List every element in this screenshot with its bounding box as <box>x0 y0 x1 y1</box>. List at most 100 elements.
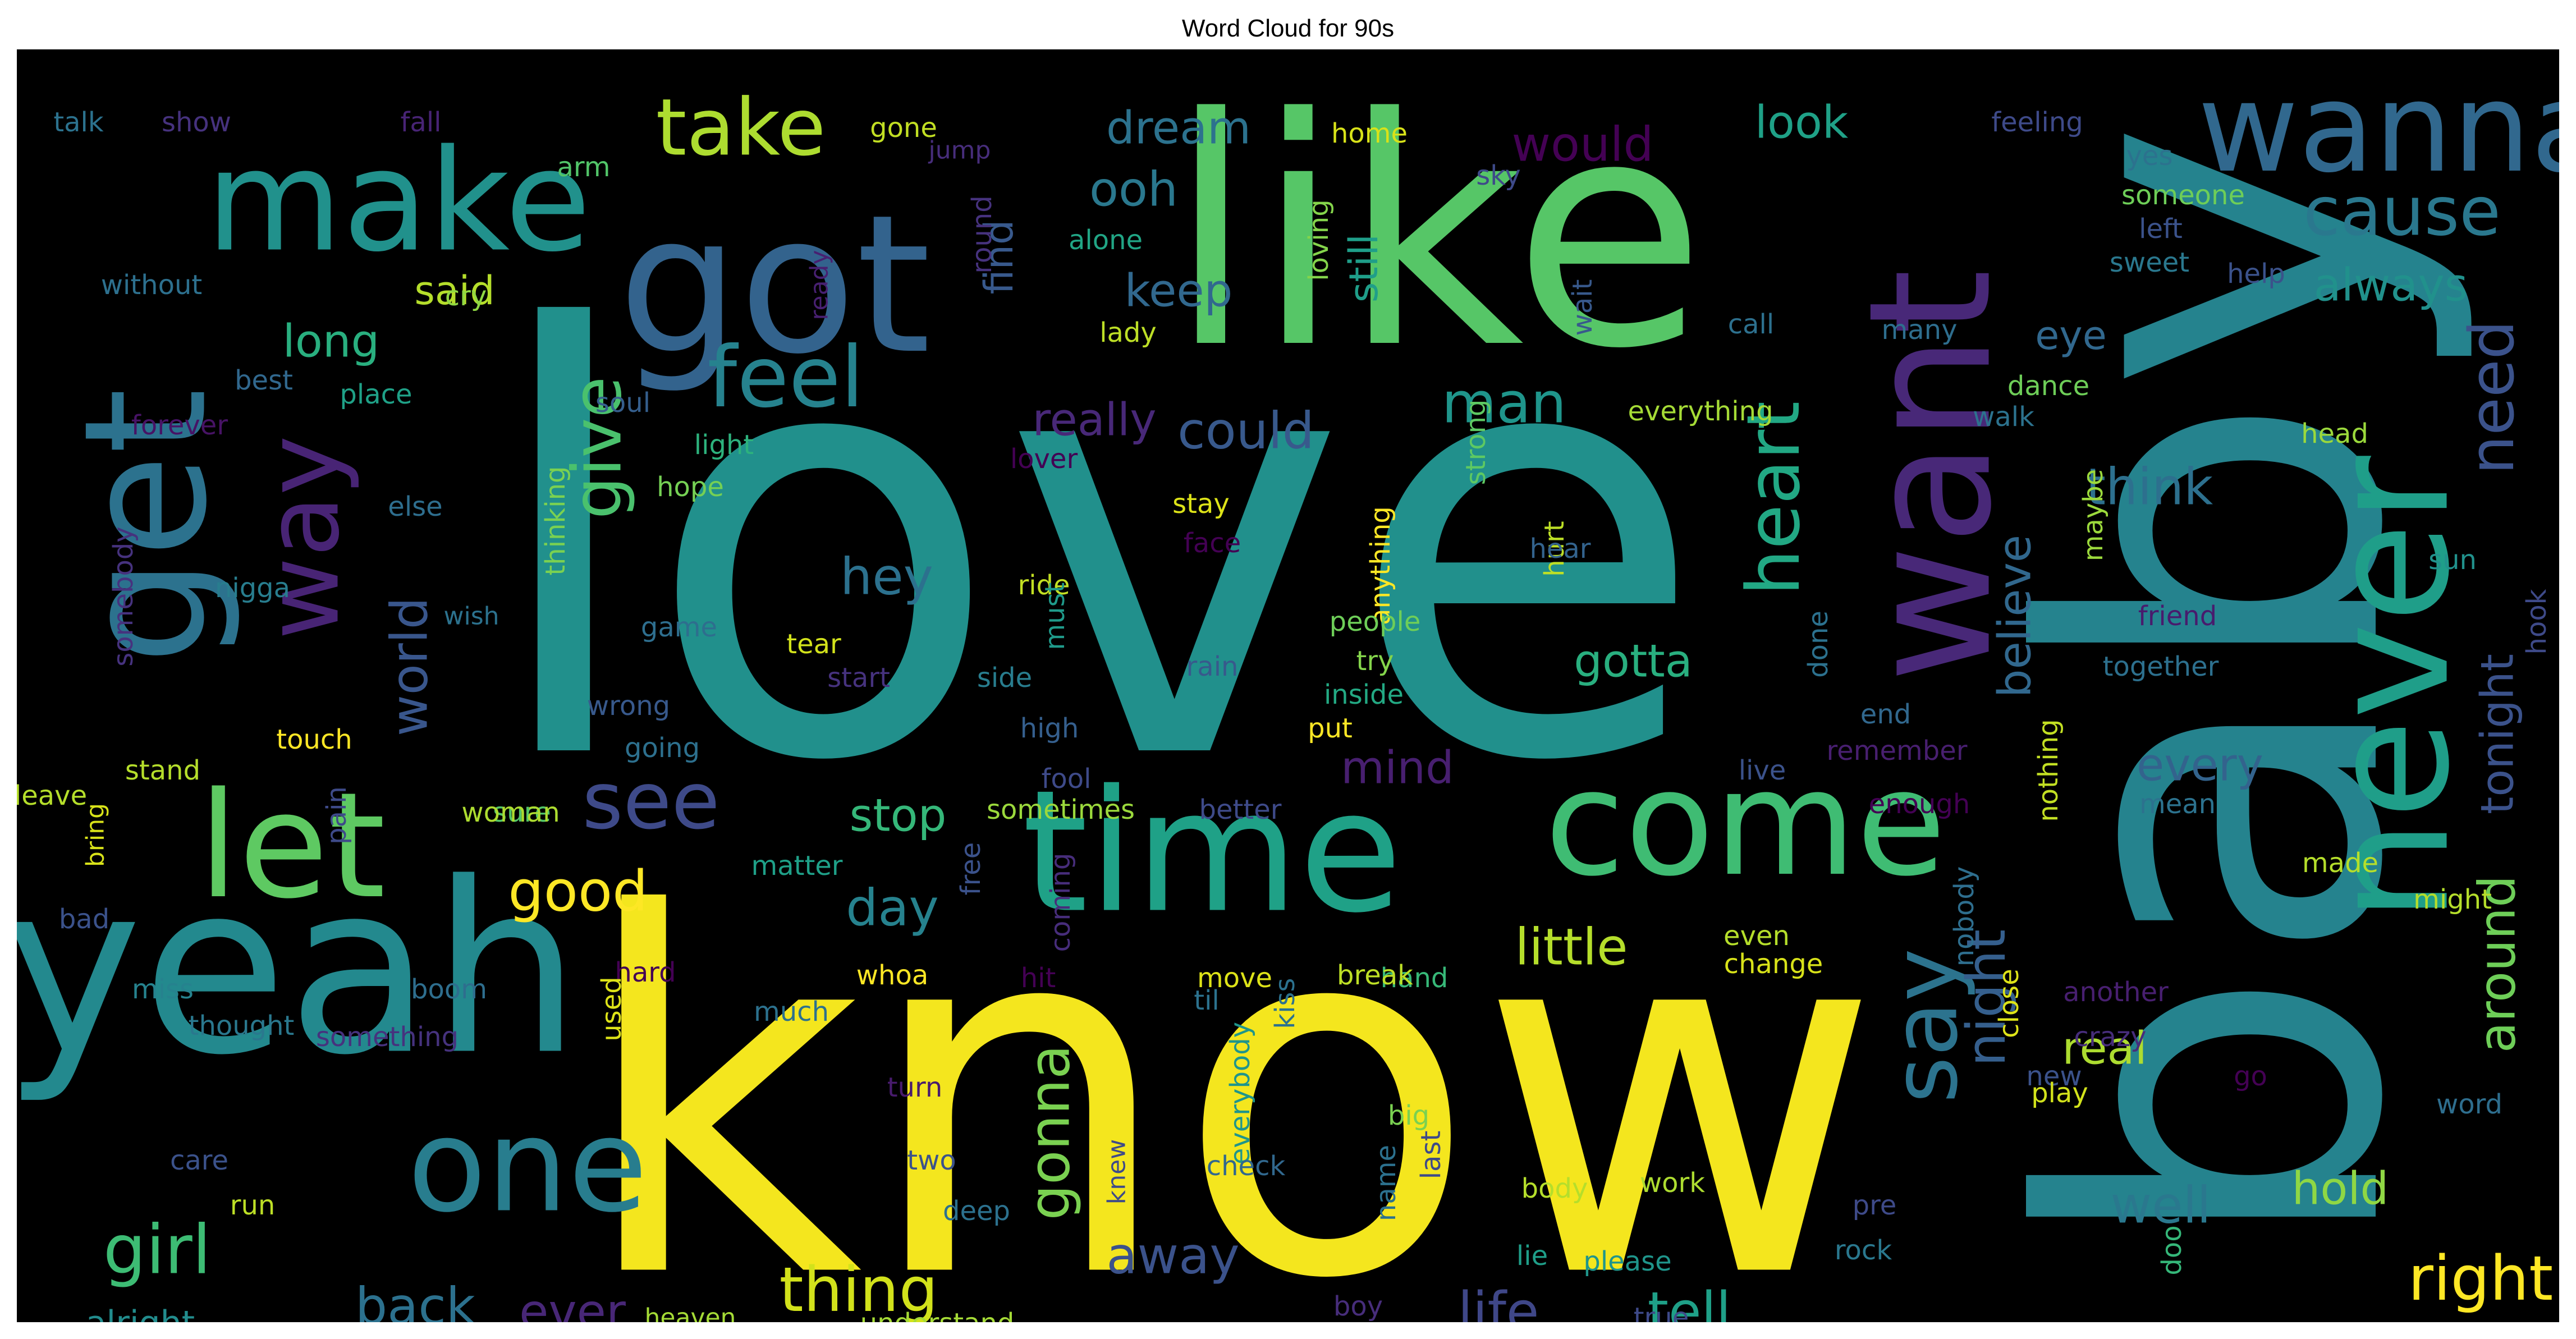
word-fool: fool <box>1042 763 1092 795</box>
word-hold: hold <box>2292 1163 2389 1215</box>
word-better: better <box>1199 794 1282 826</box>
word-boy: boy <box>1333 1291 1383 1322</box>
word-know: know <box>576 811 1881 1323</box>
word-give: give <box>559 377 637 519</box>
word-remember: remember <box>1827 735 1968 767</box>
word-thing: thing <box>780 1254 938 1322</box>
word-round: round <box>966 195 998 273</box>
word-stop: stop <box>850 790 947 842</box>
word-well: well <box>2111 1176 2211 1235</box>
word-help: help <box>2227 258 2285 290</box>
word-forever: forever <box>131 410 228 441</box>
word-hear: hear <box>1529 533 1590 565</box>
word-cry: cry <box>445 281 487 312</box>
word-got: got <box>618 174 931 396</box>
word-til: til <box>1194 985 1220 1016</box>
word-coming: coming <box>1045 853 1076 952</box>
word-jump: jump <box>928 136 991 165</box>
word-always: always <box>2314 259 2468 311</box>
word-pain: pain <box>321 786 352 845</box>
word-new: new <box>2026 1061 2082 1092</box>
word-doo: doo <box>2156 1225 2188 1275</box>
word-big: big <box>1388 1100 1429 1131</box>
word-feeling: feeling <box>1991 107 2083 138</box>
word-gotta: gotta <box>1574 635 1692 687</box>
word-check: check <box>1207 1150 1286 1182</box>
word-name: name <box>1370 1145 1402 1221</box>
word-two: two <box>907 1145 956 1176</box>
word-gone: gone <box>870 112 937 144</box>
word-ride: ride <box>1017 570 1070 601</box>
word-turn: turn <box>887 1072 943 1103</box>
word-anything: anything <box>1365 506 1396 625</box>
word-much: much <box>754 996 829 1028</box>
word-sweet: sweet <box>2110 247 2189 278</box>
word-loving: loving <box>1303 199 1335 281</box>
word-good: good <box>508 859 648 924</box>
word-stand: stand <box>125 755 200 786</box>
word-knew: knew <box>1103 1139 1131 1204</box>
word-walk: walk <box>1973 401 2034 433</box>
word-go: go <box>2234 1061 2267 1092</box>
word-wish: wish <box>443 602 499 631</box>
word-everybody: everybody <box>1225 1022 1256 1164</box>
word-baby: baby <box>1949 120 2485 1259</box>
word-body: body <box>1521 1173 1588 1204</box>
word-word: word <box>2436 1089 2502 1120</box>
word-day: day <box>846 879 939 938</box>
word-cause: cause <box>2303 173 2501 251</box>
word-dream: dream <box>1106 102 1251 154</box>
word-face: face <box>1184 528 1241 559</box>
word-would: would <box>1512 117 1654 173</box>
word-ready: ready <box>805 250 834 320</box>
word-without: without <box>101 269 202 301</box>
word-inside: inside <box>1324 679 1404 710</box>
word-around: around <box>2468 875 2527 1053</box>
word-people: people <box>1330 606 1421 638</box>
word-please: please <box>1583 1246 1671 1277</box>
word-need: need <box>2456 320 2528 475</box>
word-hard: hard <box>615 957 676 988</box>
word-touch: touch <box>276 724 352 755</box>
word-get: get <box>48 388 244 665</box>
word-tear: tear <box>786 629 841 660</box>
word-matter: matter <box>751 850 842 882</box>
word-came: came <box>1063 1319 1137 1322</box>
word-else: else <box>388 491 442 522</box>
word-thought: thought <box>189 1010 295 1042</box>
word-deep: deep <box>943 1195 1010 1227</box>
word-wait: wait <box>1567 279 1598 336</box>
word-keep: keep <box>1125 265 1233 317</box>
word-care: care <box>170 1145 228 1176</box>
word-lover: lover <box>1010 443 1078 475</box>
word-right: right <box>2408 1242 2553 1314</box>
word-done: done <box>1803 611 1834 678</box>
word-together: together <box>2103 651 2219 682</box>
word-away: away <box>1106 1227 1239 1286</box>
word-boom: boom <box>411 974 487 1005</box>
word-try: try <box>1356 645 1394 677</box>
word-put: put <box>1308 713 1353 744</box>
word-girl: girl <box>103 1212 211 1290</box>
word-tell: tell <box>1648 1281 1731 1322</box>
word-true: true <box>1634 1302 1689 1322</box>
word-mind: mind <box>1341 742 1454 794</box>
word-something: something <box>316 1021 459 1053</box>
word-sure: sure <box>493 797 551 828</box>
word-crazy: crazy <box>2074 1021 2146 1053</box>
word-nigga: nigga <box>215 572 290 604</box>
word-show: show <box>162 107 231 138</box>
word-real: real <box>2062 1022 2147 1075</box>
word-look: look <box>1755 97 1849 149</box>
word-light: light <box>694 429 754 461</box>
word-gonna: gonna <box>1017 1045 1083 1221</box>
word-heart: heart <box>1731 401 1816 595</box>
word-long: long <box>283 315 380 368</box>
word-must: must <box>1039 582 1071 650</box>
word-hurt: hurt <box>1539 521 1570 576</box>
word-break: break <box>1337 960 1413 991</box>
word-live: live <box>1739 755 1786 786</box>
word-side: side <box>977 662 1032 694</box>
word-way: way <box>245 435 362 640</box>
